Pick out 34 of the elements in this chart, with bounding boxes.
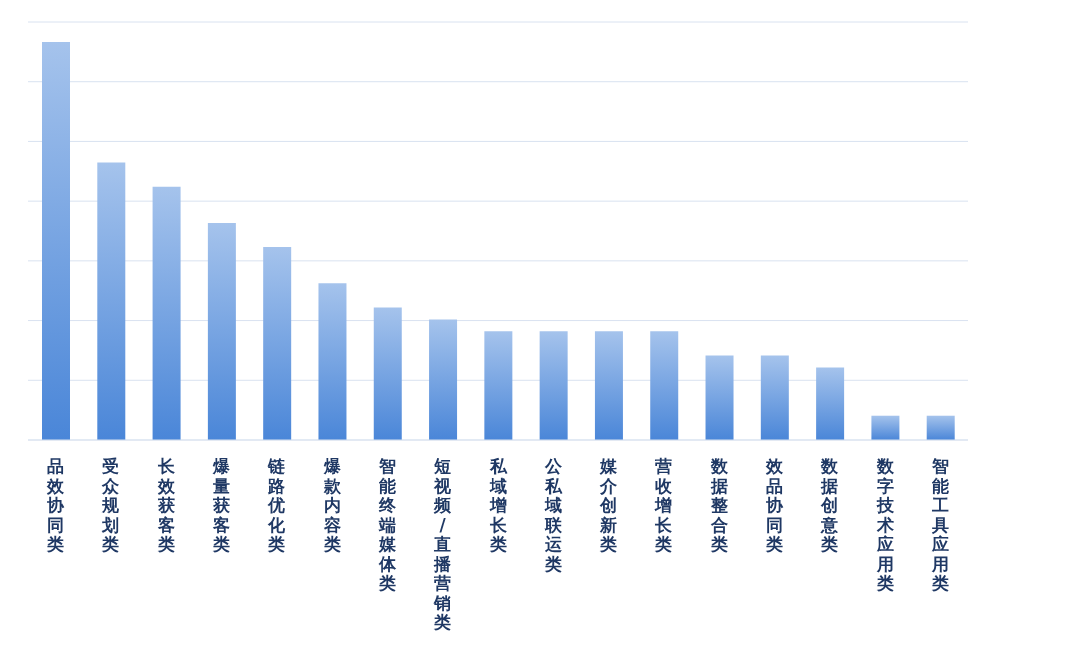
- bar: [760, 355, 789, 440]
- x-tick-label: 长效获客类: [156, 456, 176, 554]
- bar: [97, 162, 126, 440]
- x-tick-label: 营收增长类: [654, 456, 674, 554]
- bar: [318, 283, 347, 440]
- bar: [152, 186, 181, 440]
- bar: [42, 41, 70, 440]
- x-tick-label: 效品协同类: [764, 456, 784, 554]
- x-tick-label: 数据整合类: [709, 456, 729, 554]
- x-tick-label: 数字技术应用类: [875, 456, 895, 593]
- bar: [207, 223, 236, 440]
- x-tick-label: 智能终端媒体类: [377, 456, 397, 593]
- bar: [539, 331, 568, 440]
- bar: [926, 415, 955, 440]
- bar: [816, 367, 845, 440]
- x-tick-label: 爆量获客类: [212, 456, 232, 554]
- x-tick-label: 私域增长类: [488, 456, 508, 554]
- x-tick-label: 受众规划类: [101, 456, 121, 554]
- bar: [594, 331, 623, 440]
- x-tick-label: 爆款内容类: [322, 456, 342, 554]
- x-tick-label: 公私域联运类: [543, 456, 563, 574]
- x-tick-label: 品效协同类: [46, 456, 66, 554]
- x-tick-label: 链路优化类: [267, 456, 287, 554]
- x-tick-label: 媒介创新类: [599, 456, 619, 554]
- bar: [650, 331, 679, 440]
- bar: [484, 331, 513, 440]
- bar: [705, 355, 734, 440]
- bar: [373, 307, 402, 440]
- x-tick-label: 数据创意类: [820, 456, 840, 554]
- x-tick-label: 智能工具应用类: [930, 456, 949, 593]
- bar: [871, 415, 900, 440]
- category-label: 短视频/直播营销类: [434, 456, 452, 632]
- bar: [263, 246, 292, 440]
- bar: [429, 319, 458, 440]
